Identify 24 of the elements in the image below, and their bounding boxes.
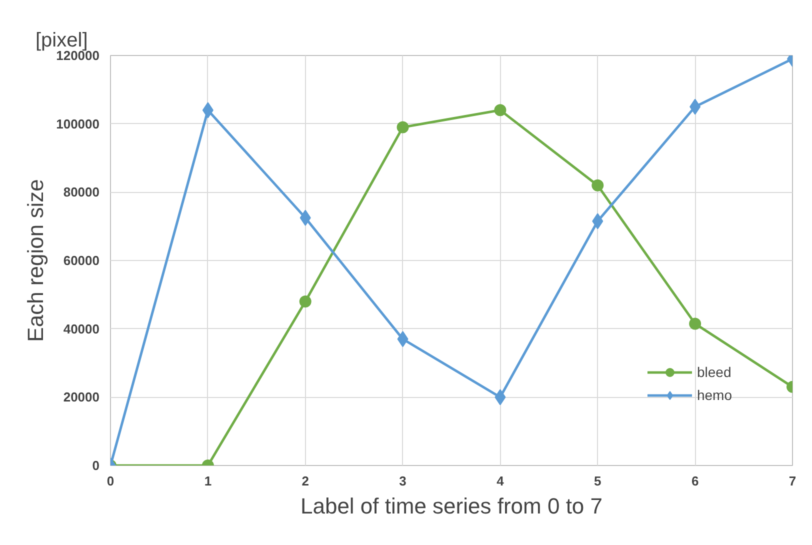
y-tick-label: 0 <box>92 458 100 473</box>
x-tick-label: 4 <box>496 474 505 488</box>
point <box>689 318 702 330</box>
point <box>396 121 409 134</box>
point <box>299 296 312 308</box>
x-tick-label: 2 <box>302 474 309 488</box>
y-axis-title: Each region size <box>23 179 48 342</box>
x-tick-label: 6 <box>691 474 699 488</box>
y-tick-label: 80000 <box>63 184 100 200</box>
legend-label: hemo <box>696 387 732 403</box>
point <box>494 104 506 116</box>
legend-label: bleed <box>696 364 732 380</box>
x-tick-label: 0 <box>106 474 114 488</box>
y-tick-label: 60000 <box>63 253 100 268</box>
x-tick-label: 3 <box>399 474 406 488</box>
text: [pixel] <box>36 30 88 52</box>
point <box>592 179 604 192</box>
y-tick-label: 40000 <box>63 321 100 336</box>
x-tick-label: 5 <box>594 474 602 488</box>
x-tick-label: 7 <box>788 474 796 488</box>
x-tick-label: 1 <box>204 474 212 488</box>
y-tick-label: 100000 <box>56 116 100 132</box>
y-tick-label: 20000 <box>63 390 100 405</box>
x-axis-title: Label of time series from 0 to 7 <box>300 494 603 518</box>
